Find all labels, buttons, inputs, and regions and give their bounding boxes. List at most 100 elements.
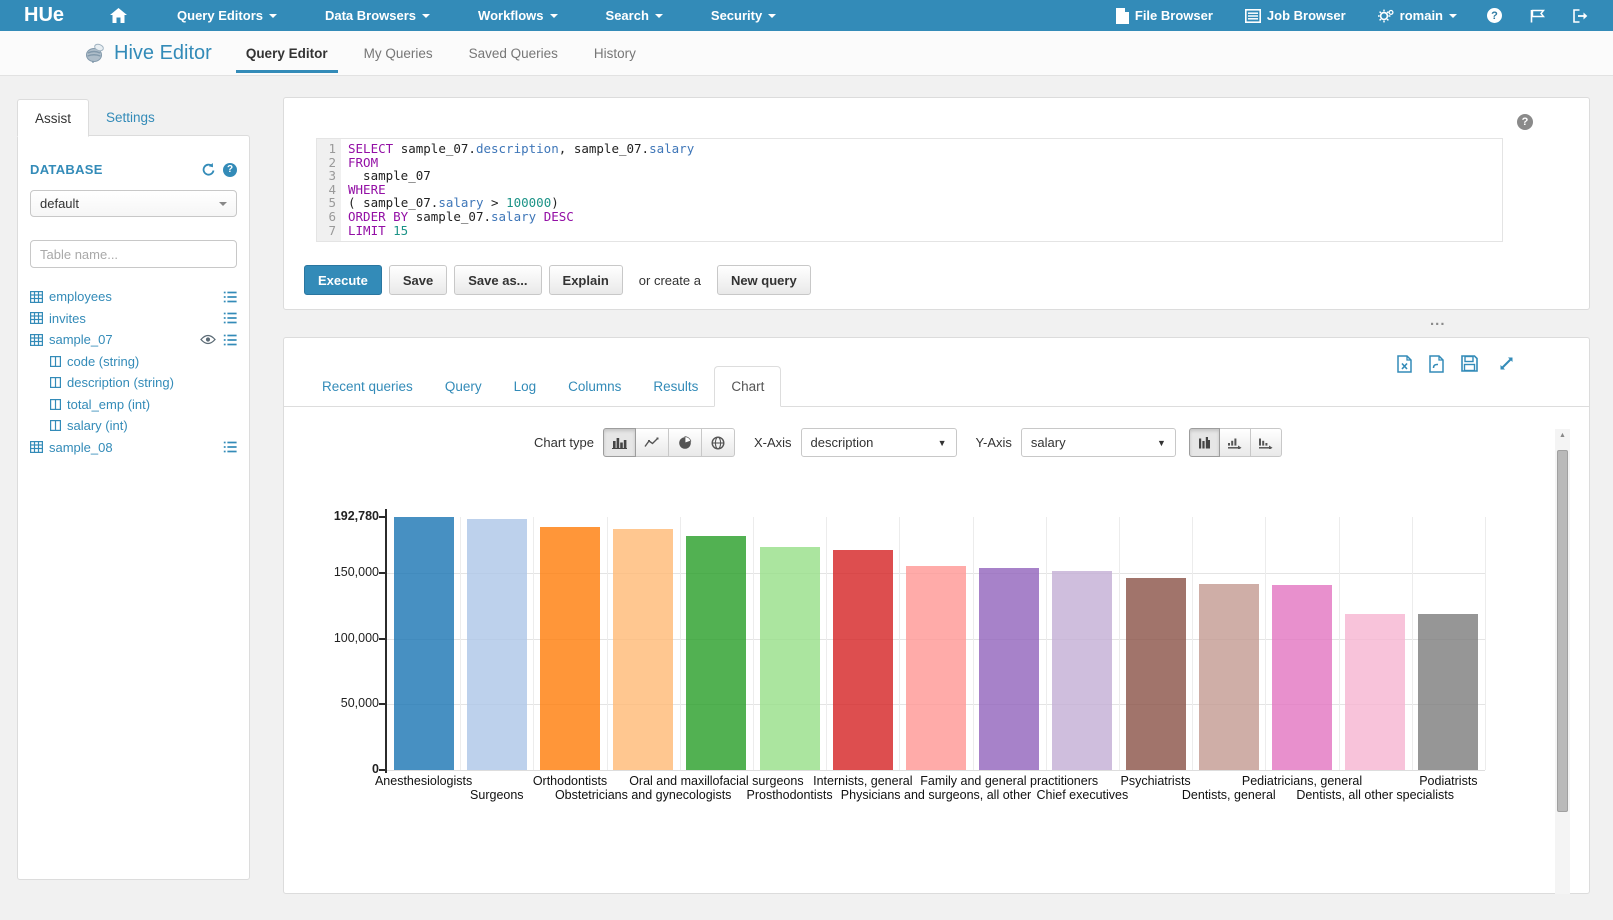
y-axis-tick [379,638,385,640]
table-menu-icon[interactable] [223,441,237,453]
results-tab-results[interactable]: Results [637,366,714,406]
preview-eye-icon[interactable] [200,334,216,345]
line-number: 6 [317,210,336,224]
help-button[interactable]: ? [1473,8,1516,23]
column-item-salary-int[interactable]: salary (int) [30,415,237,437]
new-query-button[interactable]: New query [717,265,811,295]
sql-code-editor[interactable]: 1234567 SELECT sample_07.description, sa… [316,138,1503,242]
chart-type-map-button[interactable] [702,428,735,457]
table-menu-icon[interactable] [223,334,237,346]
tab-history[interactable]: History [576,31,654,76]
scrollbar-thumb[interactable] [1557,450,1568,812]
tab-saved-queries[interactable]: Saved Queries [451,31,576,76]
tab-my-queries[interactable]: My Queries [346,31,451,76]
bar-podiatrists[interactable] [1418,614,1478,770]
sort-none-button[interactable] [1189,428,1220,457]
database-select[interactable]: default [30,190,237,217]
code-token: DESC [544,209,574,224]
user-menu[interactable]: romain [1362,0,1473,31]
table-item-employees[interactable]: employees [30,286,237,308]
column-item-code-string[interactable]: code (string) [30,351,237,373]
x-axis-select[interactable]: description ▼ [801,428,957,457]
gridline-v [460,517,461,770]
bar-orthodontists[interactable] [540,527,600,770]
explain-button[interactable]: Explain [549,265,623,295]
refresh-icon[interactable] [201,163,216,176]
tab-settings[interactable]: Settings [89,99,172,136]
tab-query-editor[interactable]: Query Editor [228,31,346,76]
table-menu-icon[interactable] [223,291,237,303]
chart-type-pie-button[interactable] [669,428,702,457]
bar-family-and-general-practitioners[interactable] [979,568,1039,770]
bar-pediatricians-general[interactable] [1272,585,1332,770]
nav-menu-security[interactable]: Security [687,0,800,31]
nav-menu-query-editors[interactable]: Query Editors [153,0,301,31]
table-name: sample_08 [49,440,113,455]
bar-obstetricians-and-gynecologists[interactable] [613,529,673,770]
table-item-invites[interactable]: invites [30,308,237,330]
sort-descending-button[interactable] [1251,428,1282,457]
sort-ascending-button[interactable] [1220,428,1251,457]
panel-resize-handle[interactable]: ... [1430,312,1446,329]
bar-prosthodontists[interactable] [760,547,820,770]
line-number-gutter: 1234567 [317,139,341,241]
nav-menu-search[interactable]: Search [582,0,687,31]
code-token: . [468,141,476,156]
hue-logo[interactable]: HUe [24,4,64,27]
bar-oral-and-maxillofacial-surgeons[interactable] [686,536,746,770]
home-icon[interactable] [110,8,127,23]
chart-type-bars-button[interactable] [603,428,636,457]
chart-type-line-button[interactable] [636,428,669,457]
bar-chart[interactable]: 192,780150,000100,00050,0000Anesthesiolo… [387,517,1485,770]
bar-surgeons[interactable] [467,519,527,770]
database-help-icon[interactable]: ? [223,163,237,177]
x-axis-label: Dentists, all other specialists [1175,788,1575,802]
scroll-up-arrow[interactable]: ▲ [1555,432,1570,439]
bar-anesthesiologists[interactable] [394,517,454,770]
results-tab-log[interactable]: Log [498,366,553,406]
results-tab-recent-queries[interactable]: Recent queries [306,366,429,406]
app-title-text[interactable]: Hive Editor [114,42,212,65]
bar-physicians-and-surgeons-all-other[interactable] [906,566,966,770]
table-item-sample-08[interactable]: sample_08 [30,437,237,459]
sign-out-icon [1573,9,1589,23]
bar-psychiatrists[interactable] [1126,578,1186,770]
chart-type-label: Chart type [534,435,594,450]
x-axis-value: description [811,435,874,450]
code-line: LIMIT 15 [348,224,694,238]
bar-dentists-all-other-specialists[interactable] [1345,614,1405,770]
bar-internists-general[interactable] [833,550,893,770]
gears-icon [1378,9,1394,23]
chart-scrollbar[interactable]: ▲ [1555,429,1570,894]
execute-button[interactable]: Execute [304,265,382,295]
nav-menu-data-browsers[interactable]: Data Browsers [301,0,454,31]
or-create-text: or create a [639,273,701,288]
bar-chief-executives[interactable] [1052,571,1112,770]
save-button[interactable]: Save [389,265,447,295]
results-tab-chart[interactable]: Chart [714,366,781,407]
results-tab-query[interactable]: Query [429,366,498,406]
y-axis-select[interactable]: salary ▼ [1021,428,1176,457]
column-name: salary (int) [67,418,128,433]
assist-body: DATABASE ? default Table name... employe… [17,135,250,880]
tab-assist[interactable]: Assist [17,99,89,137]
column-item-total-emp-int[interactable]: total_emp (int) [30,394,237,416]
column-item-description-string[interactable]: description (string) [30,372,237,394]
table-icon [30,291,43,303]
nav-menu-workflows[interactable]: Workflows [454,0,582,31]
editor-help-icon[interactable]: ? [1517,114,1533,130]
table-item-sample-07[interactable]: sample_07 [30,329,237,351]
gridline-v [1046,517,1047,770]
bar-dentists-general[interactable] [1199,584,1259,770]
save-as-button[interactable]: Save as... [454,265,541,295]
logout-button[interactable] [1559,9,1603,23]
gridline-v [607,517,608,770]
results-tab-columns[interactable]: Columns [552,366,637,406]
job-browser-button[interactable]: Job Browser [1229,0,1362,31]
code-token [536,209,544,224]
feedback-flag-button[interactable] [1516,9,1559,23]
file-browser-button[interactable]: File Browser [1100,0,1229,31]
table-menu-icon[interactable] [223,312,237,324]
table-filter-input[interactable]: Table name... [30,240,237,268]
column-name: total_emp (int) [67,397,150,412]
